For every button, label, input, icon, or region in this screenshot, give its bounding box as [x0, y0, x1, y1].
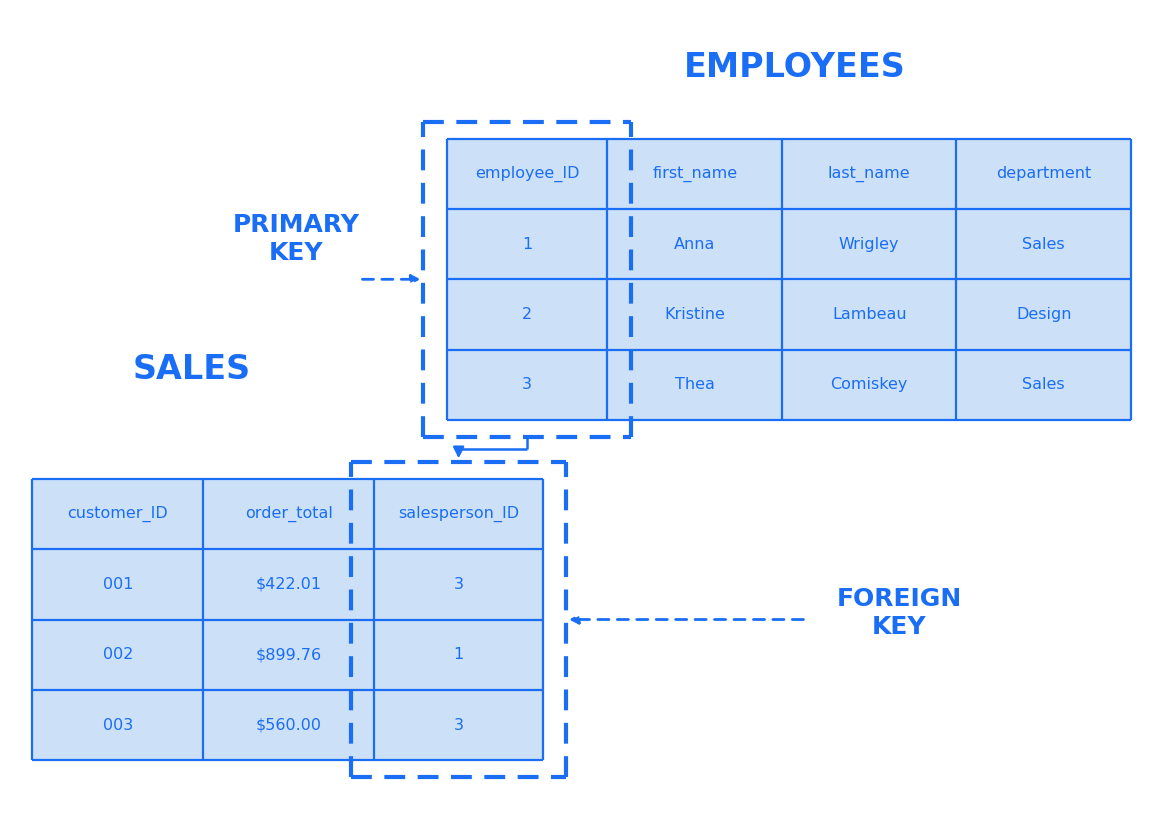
Bar	[375, 549, 543, 619]
Text: Design: Design	[1016, 307, 1072, 322]
Text: Sales: Sales	[1022, 377, 1065, 392]
Text: salesperson_ID: salesperson_ID	[398, 506, 520, 522]
Bar	[782, 279, 957, 349]
Bar	[447, 209, 608, 279]
Text: employee_ID: employee_ID	[474, 165, 579, 182]
Bar	[32, 549, 203, 619]
Bar	[447, 139, 608, 209]
Bar	[957, 349, 1131, 420]
Text: 2: 2	[522, 307, 532, 322]
Text: Wrigley: Wrigley	[839, 237, 899, 252]
Bar	[782, 209, 957, 279]
Bar	[203, 620, 375, 690]
Text: $422.01: $422.01	[256, 577, 322, 592]
Bar	[782, 349, 957, 420]
Bar	[608, 279, 782, 349]
Bar	[375, 690, 543, 760]
Text: 003: 003	[103, 717, 133, 732]
Text: 3: 3	[522, 377, 532, 392]
Bar	[957, 209, 1131, 279]
Text: first_name: first_name	[652, 165, 738, 182]
Bar	[957, 139, 1131, 209]
Text: Comiskey: Comiskey	[831, 377, 908, 392]
Text: order_total: order_total	[245, 506, 333, 522]
Bar	[32, 479, 203, 549]
Bar	[32, 690, 203, 760]
Bar	[32, 620, 203, 690]
Bar	[957, 279, 1131, 349]
Text: 001: 001	[103, 577, 133, 592]
Text: 1: 1	[454, 647, 464, 662]
Bar	[782, 139, 957, 209]
Text: SALES: SALES	[132, 353, 251, 386]
Bar	[203, 479, 375, 549]
Bar	[375, 479, 543, 549]
Bar	[608, 139, 782, 209]
Bar	[608, 209, 782, 279]
Text: EMPLOYEES: EMPLOYEES	[683, 50, 906, 84]
Bar	[608, 349, 782, 420]
Bar	[375, 620, 543, 690]
Bar	[447, 279, 608, 349]
Text: 1: 1	[522, 237, 532, 252]
Bar	[447, 349, 608, 420]
Text: 3: 3	[454, 577, 464, 592]
Text: 002: 002	[103, 647, 133, 662]
Text: Kristine: Kristine	[665, 307, 725, 322]
Text: FOREIGN
KEY: FOREIGN KEY	[836, 587, 962, 639]
Text: Anna: Anna	[674, 237, 716, 252]
Text: Lambeau: Lambeau	[832, 307, 906, 322]
Text: 3: 3	[454, 717, 464, 732]
Text: $899.76: $899.76	[256, 647, 322, 662]
Text: Thea: Thea	[675, 377, 715, 392]
Text: department: department	[996, 166, 1092, 181]
Text: customer_ID: customer_ID	[67, 506, 168, 522]
Bar	[203, 549, 375, 619]
Text: Sales: Sales	[1022, 237, 1065, 252]
Text: $560.00: $560.00	[256, 717, 322, 732]
Text: last_name: last_name	[828, 165, 911, 182]
Bar	[203, 690, 375, 760]
Text: PRIMARY
KEY: PRIMARY KEY	[232, 213, 360, 265]
